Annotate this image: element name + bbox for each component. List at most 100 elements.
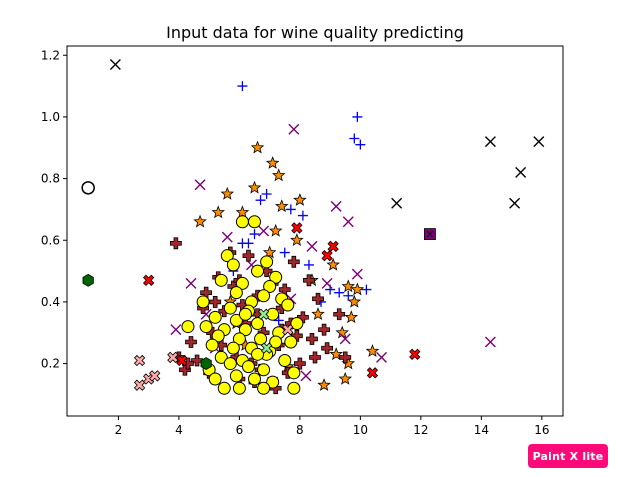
data-point xyxy=(344,310,359,324)
data-point xyxy=(260,342,273,354)
data-point xyxy=(424,228,436,240)
data-point xyxy=(248,215,262,229)
data-point xyxy=(366,367,379,379)
data-point xyxy=(341,279,356,293)
data-point xyxy=(515,166,527,178)
data-point xyxy=(194,179,206,191)
data-point xyxy=(251,347,265,361)
data-point xyxy=(321,277,333,289)
data-point xyxy=(288,123,300,135)
data-point xyxy=(232,381,246,395)
data-point xyxy=(185,277,197,289)
data-point xyxy=(376,351,388,363)
data-point xyxy=(303,259,314,270)
x-tick-label: 12 xyxy=(413,423,428,437)
data-point xyxy=(361,284,372,295)
data-point xyxy=(250,140,265,154)
data-point xyxy=(248,372,262,386)
y-tick-label: 0.4 xyxy=(41,295,60,309)
data-point xyxy=(258,225,270,237)
data-point xyxy=(351,268,363,280)
data-point xyxy=(209,296,222,308)
data-point xyxy=(221,231,233,243)
data-point xyxy=(266,307,280,321)
data-point xyxy=(220,186,235,200)
data-point xyxy=(350,282,365,296)
data-point xyxy=(226,341,240,355)
data-point xyxy=(208,310,222,324)
data-point xyxy=(220,249,234,263)
data-point xyxy=(321,342,333,355)
data-point xyxy=(257,308,270,320)
data-point xyxy=(193,214,207,228)
axes-layer: 2 4 6 8 10 12 14 16 0.2 0.4 0.6 0.8 1.0 1.2 xyxy=(41,48,550,437)
data-point xyxy=(271,168,286,182)
data-point xyxy=(317,378,331,391)
data-point xyxy=(223,357,237,371)
data-point xyxy=(287,366,301,380)
data-point xyxy=(269,335,283,349)
data-point xyxy=(235,205,250,219)
data-point xyxy=(318,323,330,336)
y-tick-label: 0.6 xyxy=(41,233,60,247)
data-point xyxy=(214,350,228,364)
watermark-badge: Paint X lite xyxy=(528,444,608,468)
data-point xyxy=(196,295,210,309)
data-point xyxy=(82,273,94,287)
data-point xyxy=(287,381,301,395)
x-tick-label: 6 xyxy=(236,423,244,437)
data-point xyxy=(338,371,352,385)
data-point xyxy=(293,357,306,370)
data-point xyxy=(266,375,280,389)
data-point xyxy=(237,81,248,92)
data-point xyxy=(205,338,219,352)
data-point xyxy=(200,357,212,371)
data-point xyxy=(334,287,345,298)
data-point xyxy=(257,381,271,395)
x-tick-label: 2 xyxy=(115,423,123,437)
data-point xyxy=(285,204,296,215)
data-point xyxy=(81,181,95,195)
data-point xyxy=(355,139,366,150)
data-point xyxy=(169,237,182,250)
data-point xyxy=(143,274,155,286)
data-point xyxy=(291,222,303,234)
data-point xyxy=(311,307,325,320)
x-tick-label: 14 xyxy=(474,423,489,437)
data-point xyxy=(133,379,146,391)
data-point xyxy=(312,292,324,305)
data-point xyxy=(349,133,360,144)
data-point xyxy=(185,336,197,348)
data-point xyxy=(214,273,228,287)
data-point xyxy=(257,289,271,303)
data-point xyxy=(329,347,343,361)
data-point xyxy=(300,370,312,382)
data-point xyxy=(306,333,318,345)
data-point xyxy=(262,245,277,259)
x-tick-label: 16 xyxy=(534,423,549,437)
x-tick-label: 4 xyxy=(175,423,183,437)
data-point xyxy=(260,255,274,269)
data-point xyxy=(269,270,283,284)
data-point xyxy=(282,324,294,336)
data-point xyxy=(347,294,362,308)
data-point xyxy=(306,240,318,252)
data-point xyxy=(509,197,521,209)
data-point xyxy=(241,360,255,374)
data-point xyxy=(327,240,339,253)
data-point xyxy=(170,324,182,336)
data-point xyxy=(265,156,280,169)
data-point xyxy=(211,205,225,219)
data-point xyxy=(109,59,121,70)
data-point xyxy=(223,301,237,315)
data-point xyxy=(232,332,246,346)
data-point xyxy=(293,193,307,206)
data-point xyxy=(229,286,243,300)
data-point xyxy=(365,344,380,357)
data-point xyxy=(238,307,252,321)
data-point xyxy=(133,354,146,367)
data-point xyxy=(273,315,284,326)
data-point xyxy=(321,250,333,262)
data-point xyxy=(208,372,222,386)
data-point xyxy=(235,215,249,229)
